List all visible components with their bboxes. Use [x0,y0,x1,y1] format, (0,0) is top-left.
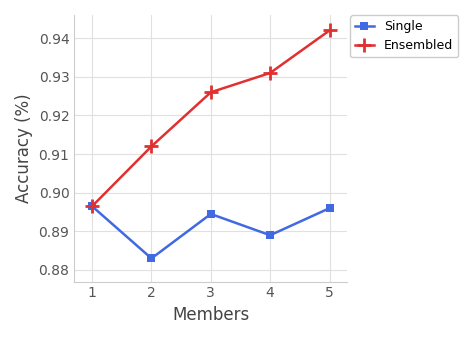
Single [267,233,273,237]
Single [89,204,95,208]
Single [149,256,155,260]
Ensembled [89,204,95,208]
Single [208,212,214,216]
X-axis label: Members: Members [172,306,249,324]
Line: Ensembled: Ensembled [85,23,337,213]
Line: Single: Single [88,202,334,263]
Ensembled [267,71,273,75]
Single [327,206,332,210]
Ensembled [149,144,155,148]
Legend: Single, Ensembled: Single, Ensembled [350,15,458,57]
Ensembled [327,28,332,33]
Ensembled [208,90,214,94]
Y-axis label: Accuracy (%): Accuracy (%) [15,94,33,203]
